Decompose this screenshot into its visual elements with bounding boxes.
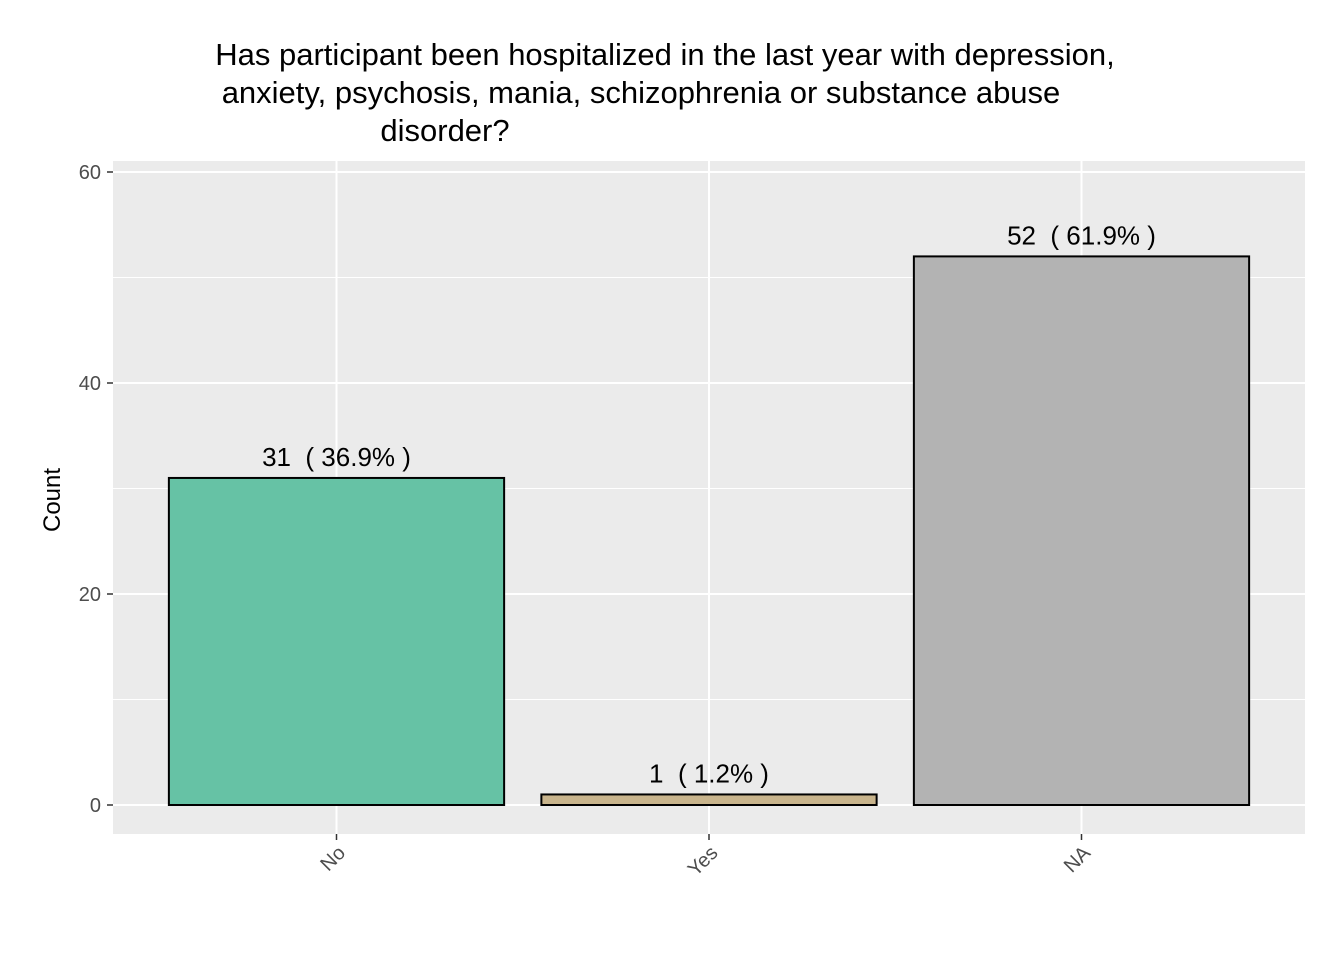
x-tick-label-na: NA xyxy=(1060,842,1096,878)
y-axis-title: Count xyxy=(39,468,66,532)
bar-na xyxy=(912,255,1251,806)
x-tick-label-no: No xyxy=(316,842,350,876)
y-axis: 0 20 40 60 xyxy=(79,162,113,817)
chart-title-line-2: anxiety, psychosis, mania, schizophrenia… xyxy=(222,75,1061,110)
y-tick-label: 40 xyxy=(79,373,101,395)
bar-no xyxy=(167,476,506,806)
data-labels: 31 ( 36.9% ) 1 ( 1.2% ) 52 ( 61.9% ) xyxy=(262,220,1156,788)
y-tick-label: 20 xyxy=(79,584,101,606)
x-axis: No Yes NA xyxy=(316,834,1095,881)
bars xyxy=(167,255,1251,807)
chart-title-line-3: disorder? xyxy=(380,113,509,148)
bar-yes xyxy=(540,793,878,807)
y-tick-label: 0 xyxy=(90,795,101,817)
chart-title: Has participant been hospitalized in the… xyxy=(215,37,1115,148)
chart-title-line-1: Has participant been hospitalized in the… xyxy=(215,37,1115,72)
y-tick-label: 60 xyxy=(79,162,101,184)
data-label-no: 31 ( 36.9% ) xyxy=(262,442,411,472)
data-label-na: 52 ( 61.9% ) xyxy=(1007,220,1156,250)
x-tick-label-yes: Yes xyxy=(684,842,723,881)
data-label-yes: 1 ( 1.2% ) xyxy=(649,758,769,788)
